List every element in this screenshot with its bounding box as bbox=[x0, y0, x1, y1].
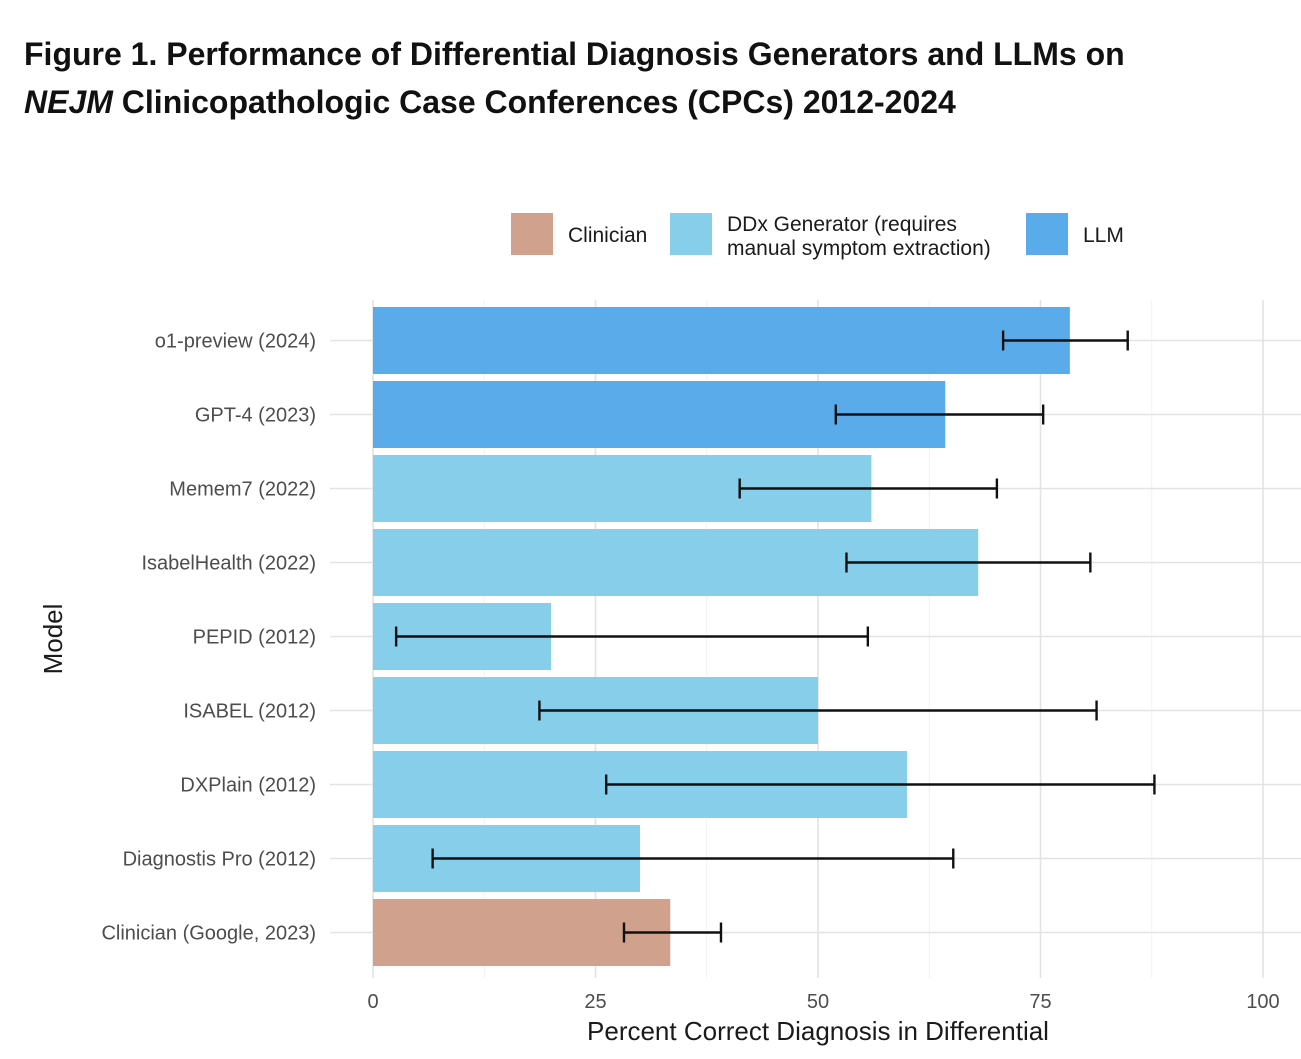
legend-item-clinician: Clinician bbox=[511, 213, 647, 255]
y-tick-label: DXPlain (2012) bbox=[180, 775, 316, 797]
x-tick-label: 25 bbox=[584, 991, 606, 1013]
legend-label-ddx: DDx Generator (requires manual symptom ex… bbox=[727, 213, 991, 260]
x-tick-label: 50 bbox=[807, 991, 829, 1013]
figure-title-line-2: NEJM Clinicopathologic Case Conferences … bbox=[24, 78, 1284, 126]
error-bar bbox=[431, 848, 955, 869]
x-tick-label: 75 bbox=[1029, 991, 1051, 1013]
y-tick-label: ISABEL (2012) bbox=[183, 701, 316, 723]
error-bar bbox=[604, 774, 1156, 795]
y-tick-label: GPT-4 (2023) bbox=[195, 405, 316, 427]
y-tick-label: o1-preview (2024) bbox=[155, 331, 316, 353]
figure-title-journal: NEJM bbox=[24, 84, 113, 120]
error-bar bbox=[738, 478, 999, 499]
error-bar bbox=[834, 404, 1045, 425]
legend-swatch-clinician bbox=[511, 213, 553, 255]
legend-label-llm: LLM bbox=[1083, 224, 1124, 247]
legend-swatch-ddx bbox=[670, 213, 712, 255]
error-bar bbox=[538, 700, 1098, 721]
figure-title-rest: Clinicopathologic Case Conferences (CPCs… bbox=[112, 84, 956, 120]
error-bar bbox=[394, 626, 870, 647]
y-tick-label: IsabelHealth (2022) bbox=[141, 553, 316, 575]
x-axis-ticks: 0 25 50 75 100 bbox=[367, 991, 1279, 1013]
y-tick-label: PEPID (2012) bbox=[193, 627, 316, 649]
y-axis-ticks: o1-preview (2024) GPT-4 (2023) Memem7 (202… bbox=[101, 331, 316, 945]
bar bbox=[373, 899, 671, 966]
legend-item-ddx: DDx Generator (requires manual symptom ex… bbox=[670, 213, 991, 260]
legend-label-clinician: Clinician bbox=[568, 224, 647, 247]
x-tick-label: 0 bbox=[367, 991, 378, 1013]
y-tick-label: Diagnostis Pro (2012) bbox=[123, 849, 316, 871]
legend-item-llm: LLM bbox=[1026, 213, 1124, 255]
figure-title-line-1: Figure 1. Performance of Differential Di… bbox=[24, 36, 1125, 72]
y-axis-title: Model bbox=[38, 604, 68, 675]
y-tick-label: Clinician (Google, 2023) bbox=[101, 923, 316, 945]
legend-label-line: DDx Generator (requires bbox=[727, 213, 957, 236]
legend-label-line: manual symptom extraction) bbox=[727, 237, 991, 260]
chart-error-bars bbox=[394, 330, 1156, 943]
error-bar bbox=[845, 552, 1092, 573]
legend-swatch-llm bbox=[1026, 213, 1068, 255]
y-tick-label: Memem7 (2022) bbox=[169, 479, 316, 501]
error-bar bbox=[622, 922, 723, 943]
chart-legend: Clinician DDx Generator (requires manual s… bbox=[511, 213, 1124, 260]
figure-title: Figure 1. Performance of Differential Di… bbox=[24, 30, 1284, 126]
x-tick-label: 100 bbox=[1246, 991, 1279, 1013]
x-axis-title: Percent Correct Diagnosis in Differentia… bbox=[587, 1016, 1049, 1046]
bar bbox=[373, 307, 1070, 374]
error-bar bbox=[1001, 330, 1129, 351]
